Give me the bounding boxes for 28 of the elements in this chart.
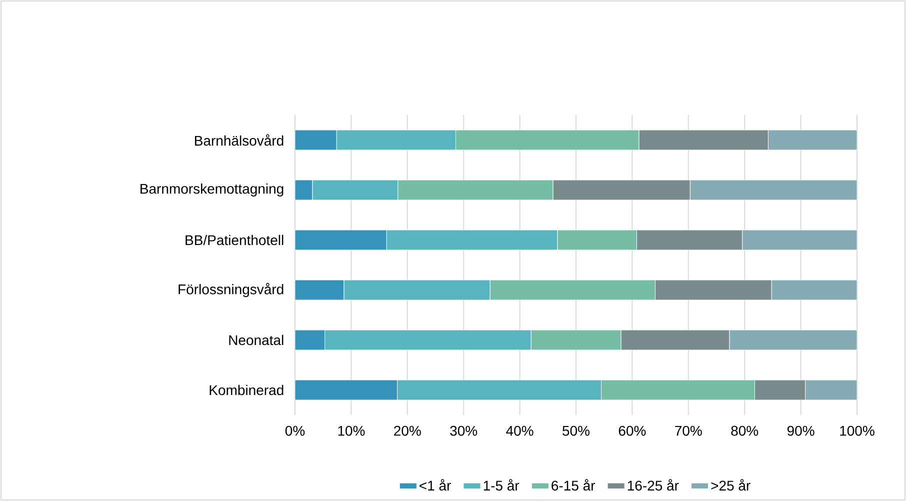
- x-tick-label: 0%: [285, 426, 305, 436]
- y-tick-label: Kombinerad: [210, 384, 284, 396]
- legend-label: <1 år: [420, 479, 451, 491]
- bar: [295, 280, 344, 300]
- legend-label: 1-5 år: [484, 479, 520, 491]
- bar: [295, 230, 387, 250]
- y-tick-label: Förlossningsvård: [178, 282, 284, 298]
- y-tick-label: BB/Patienthotell: [186, 234, 284, 246]
- x-tick-label: 80%: [731, 426, 758, 436]
- x-tick-label: 100%: [840, 426, 874, 436]
- x-tick-label: 70%: [675, 426, 702, 436]
- x-tick-label: 90%: [787, 426, 814, 436]
- x-tick-label: 50%: [562, 426, 590, 436]
- bar: [295, 330, 326, 350]
- y-tick-label: Barnhälsovård: [195, 134, 284, 146]
- y-tick-label: Barnmorskemottagning: [140, 183, 284, 197]
- bar: [295, 130, 337, 150]
- x-tick-label: 10%: [338, 426, 365, 436]
- x-tick-label: 40%: [506, 426, 534, 436]
- x-tick-label: 60%: [618, 426, 646, 436]
- x-tick-label: 20%: [394, 426, 421, 436]
- bar: [295, 380, 398, 400]
- x-tick-label: 30%: [450, 426, 478, 436]
- legend-label: 16-25 år: [628, 479, 679, 491]
- legend-label: >25 år: [711, 479, 750, 491]
- legend-label: 6-15 år: [552, 479, 596, 491]
- y-tick-label: Neonatal: [229, 334, 284, 346]
- bar: [295, 180, 313, 200]
